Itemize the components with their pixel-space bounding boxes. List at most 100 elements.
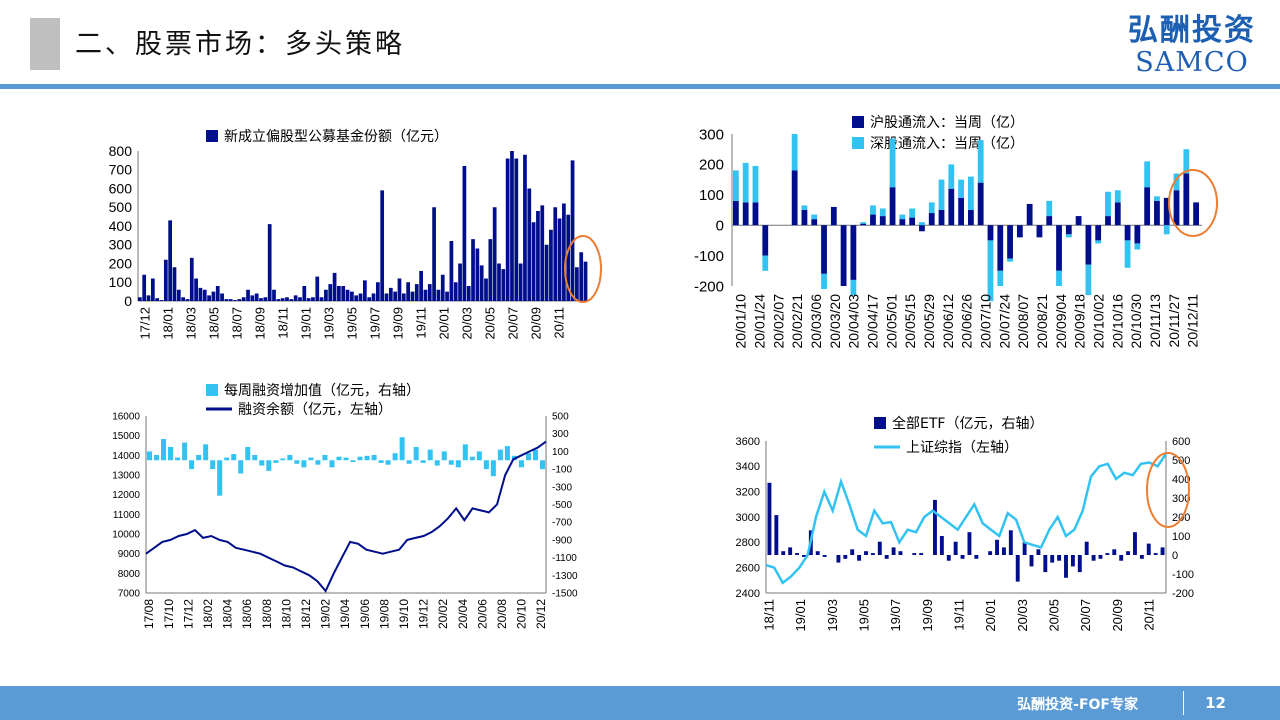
margin-increase-bar (336, 456, 342, 461)
logo-chinese-text: 弘酬投资 (1128, 13, 1256, 48)
header-divider (0, 84, 1280, 89)
y-tick-label: 0 (716, 217, 724, 234)
footer-bar: 弘酬投资-FOF专家 12 (0, 686, 1280, 720)
shenzhen-connect-bar (1124, 240, 1131, 268)
legend-margin-balance-label: 融资余额（亿元，左轴） (238, 401, 392, 418)
x-tick-label: 20/08 (495, 599, 509, 629)
fund-share-bar (557, 218, 562, 301)
margin-increase-bar (343, 457, 349, 461)
y-left-tick-label: 11000 (113, 510, 141, 521)
fund-share-bar (324, 289, 328, 301)
x-tick-label: 20/03 (1015, 599, 1030, 632)
x-tick-label: 20/06/12 (940, 294, 956, 349)
y-tick-label: 600 (109, 180, 133, 196)
legend-shenzhen-connect-swatch (852, 137, 864, 149)
fund-share-bar (445, 291, 449, 301)
shanghai-connect-bar (879, 216, 886, 226)
etf-flow-bar (1126, 551, 1131, 555)
shenzhen-connect-bar (1085, 264, 1092, 296)
fund-share-bar (298, 297, 302, 301)
legend-shenzhen-connect-label: 深股通流入：当周（亿） (870, 136, 1024, 152)
shanghai-connect-bar (733, 200, 739, 226)
fund-share-bar (401, 293, 406, 301)
shenzhen-connect-bar (821, 273, 827, 290)
fund-share-bar (397, 278, 402, 301)
shenzhen-connect-bar (752, 165, 759, 203)
y-left-tick-label: 3200 (736, 487, 760, 499)
fund-share-bar (276, 299, 281, 301)
x-tick-label: 20/07 (505, 307, 520, 340)
shenzhen-connect-bar (997, 270, 1004, 286)
margin-increase-bar (413, 446, 419, 461)
shanghai-connect-bar (987, 225, 994, 241)
margin-increase-bar (364, 455, 370, 461)
shanghai-connect-bar (1154, 200, 1160, 226)
shenzhen-connect-bar (811, 214, 818, 220)
etf-flow-bar (1112, 549, 1117, 555)
etf-flow-bar (857, 555, 862, 561)
fund-share-bar (462, 166, 467, 301)
fund-share-bar (155, 298, 160, 301)
x-tick-label: 18/11 (761, 599, 776, 631)
margin-increase-bar (399, 437, 405, 461)
y-tick-label: 800 (109, 143, 133, 159)
shanghai-connect-bar (1016, 225, 1023, 238)
x-tick-label: 20/01 (436, 307, 451, 340)
shenzhen-connect-bar (1183, 149, 1190, 174)
shanghai-connect-bar (928, 213, 935, 226)
shanghai-connect-bar (1075, 216, 1082, 226)
shanghai-connect-bar (830, 206, 837, 226)
shenzhen-connect-bar (919, 222, 925, 226)
etf-flow-bar (1133, 532, 1137, 555)
fund-share-bar (215, 286, 220, 301)
x-tick-label: 19/01 (298, 307, 313, 340)
x-tick-label: 19/01 (793, 599, 808, 632)
x-tick-label: 20/02/21 (789, 294, 805, 349)
shenzhen-connect-bar (968, 176, 974, 210)
etf-flow-bar (933, 499, 937, 555)
margin-increase-bar (252, 454, 258, 461)
fund-share-bar (293, 295, 298, 301)
y-right-tick-label: 100 (1172, 531, 1190, 543)
fund-share-bar (484, 278, 488, 301)
x-tick-label: 20/08/21 (1034, 294, 1050, 349)
y-right-tick-label: -100 (552, 465, 572, 476)
fund-share-bar (432, 207, 436, 301)
fund-share-bar (423, 289, 428, 301)
margin-increase-bar (217, 460, 223, 496)
fund-share-bar (410, 291, 415, 301)
fund-share-bar (172, 267, 177, 301)
shanghai-connect-bar (850, 225, 857, 280)
legend-shanghai-connect-label: 沪股通流入：当周（亿） (870, 115, 1024, 131)
y-left-tick-label: 3000 (736, 512, 760, 524)
x-tick-label: 19/10 (397, 599, 411, 629)
x-tick-label: 19/07 (888, 599, 903, 632)
y-left-tick-label: 8000 (118, 569, 141, 580)
y-left-tick-label: 3600 (736, 436, 760, 448)
x-tick-label: 20/01/24 (752, 294, 768, 349)
y-right-tick-label: -1100 (552, 553, 577, 564)
etf-flow-bar (864, 551, 868, 555)
etf-flow-bar (974, 555, 979, 559)
fund-share-bar (505, 158, 510, 301)
shanghai-connect-bar (1007, 225, 1013, 259)
etf-flow-bar (836, 555, 841, 563)
fund-share-bar (488, 239, 493, 301)
fund-share-bar (544, 244, 549, 301)
etf-flow-bar (870, 553, 875, 555)
shanghai-connect-bar (1085, 225, 1092, 265)
y-right-tick-label: -200 (1172, 588, 1194, 600)
etf-flow-bar (795, 553, 799, 555)
fund-share-bar (479, 265, 484, 301)
y-right-tick-label: -500 (552, 500, 572, 511)
y-left-tick-label: 13000 (112, 471, 140, 482)
etf-flow-bar (774, 515, 779, 555)
legend-weekly-margin-swatch (206, 384, 218, 396)
fund-share-bar (263, 297, 268, 301)
shanghai-connect-bar (938, 210, 945, 226)
fund-share-bar (453, 282, 458, 301)
fund-share-bar (475, 248, 480, 301)
x-tick-label: 20/03/06 (808, 294, 824, 349)
etf-flow-bar (891, 547, 896, 555)
fund-share-bar (138, 297, 142, 301)
